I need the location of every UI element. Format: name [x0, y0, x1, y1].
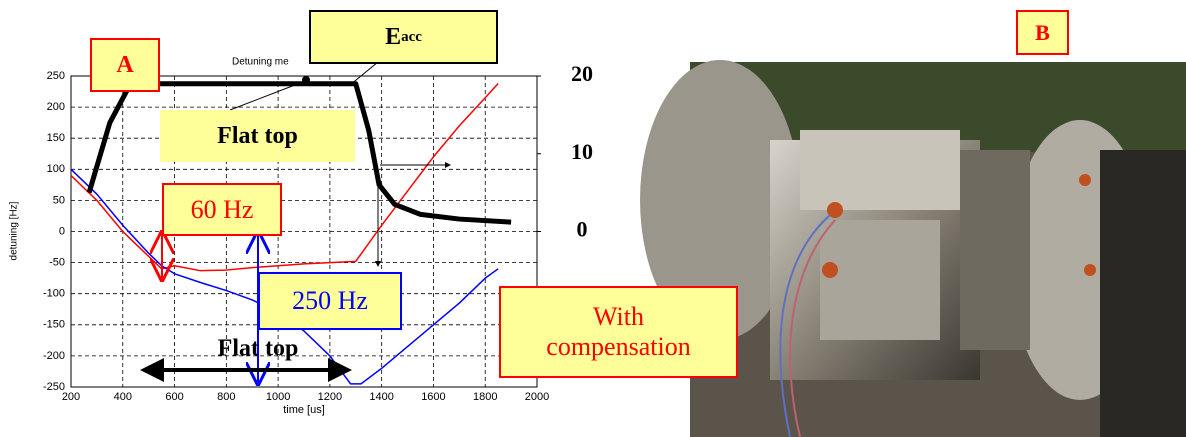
label-a: A [90, 38, 160, 92]
chart-title: Detuning me [232, 57, 289, 68]
page: {"chart_data": {"type": "line", "title":… [0, 0, 1186, 437]
x-tick-label: 600 [165, 391, 183, 403]
y-tick-label: -100 [43, 288, 65, 300]
eacc-main: E [385, 24, 401, 51]
x-tick-label: 2000 [525, 391, 549, 403]
y-tick-label: -150 [43, 319, 65, 331]
y-tick-label: 200 [47, 101, 65, 113]
y-tick-label: 150 [47, 132, 65, 144]
y-tick-label: 50 [53, 194, 65, 206]
y-tick-label: 100 [47, 163, 65, 175]
y-axis-label: detuning [Hz] [9, 201, 20, 260]
y2-tick-label: 20 [571, 61, 593, 86]
hz250-box: 250 Hz [258, 272, 402, 330]
y-tick-label: -50 [49, 257, 65, 269]
y2-tick-label: 10 [571, 139, 593, 164]
label-b: B [1016, 10, 1069, 55]
hz60-box: 60 Hz [162, 183, 282, 236]
x-tick-label: 400 [114, 391, 132, 403]
flat-top-box: Flat top [160, 110, 355, 162]
x-tick-label: 1200 [318, 391, 342, 403]
x-tick-label: 1800 [473, 391, 497, 403]
x-tick-label: 1400 [369, 391, 393, 403]
y-tick-label: -200 [43, 350, 65, 362]
y2-tick-label: 0 [577, 217, 588, 242]
x-tick-label: 1000 [266, 391, 290, 403]
eacc-sub: acc [401, 29, 422, 46]
photo [640, 60, 1186, 437]
x-tick-label: 1600 [421, 391, 445, 403]
flat-top-arrow-label: Flat top [218, 336, 299, 362]
y-tick-label: 250 [47, 70, 65, 82]
compensation-box: With compensation [499, 286, 738, 378]
y-tick-label: 0 [59, 225, 65, 237]
y-tick-label: -250 [43, 381, 65, 393]
x-tick-label: 800 [217, 391, 235, 403]
x-axis-label: time [us] [283, 404, 325, 416]
